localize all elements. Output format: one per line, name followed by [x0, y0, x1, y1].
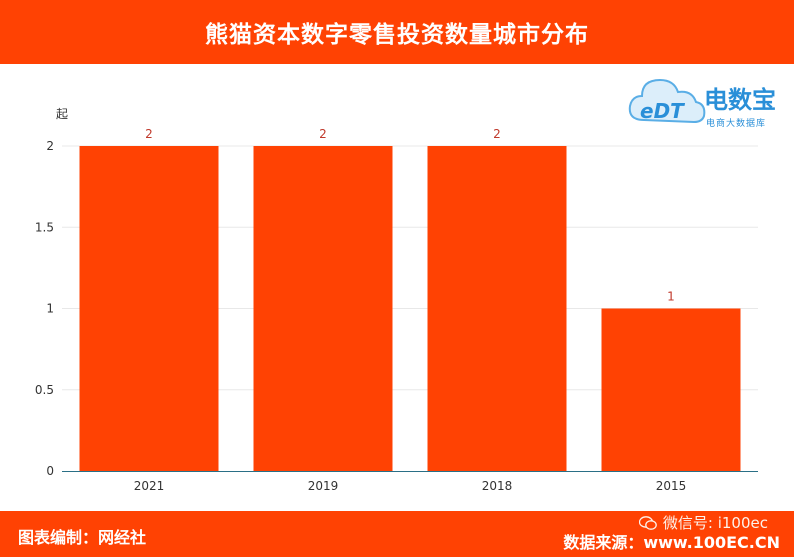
- data-label: 2: [319, 127, 327, 141]
- title-banner: 熊猫资本数字零售投资数量城市分布: [0, 0, 794, 64]
- y-tick-label: 0.5: [35, 383, 54, 397]
- data-label: 2: [145, 127, 153, 141]
- bar: [427, 146, 567, 471]
- x-tick-label: 2019: [308, 479, 339, 493]
- y-axis-label: 起: [56, 107, 68, 121]
- x-tick-label: 2015: [656, 479, 687, 493]
- footer-source: 数据来源：www.100EC.CN: [563, 533, 780, 552]
- bar: [79, 146, 219, 471]
- logo-name: 电数宝: [704, 86, 776, 114]
- y-tick-label: 0: [46, 464, 54, 478]
- logo-subtitle: 电商大数据库: [706, 119, 767, 129]
- bar: [253, 146, 393, 471]
- chart-title: 熊猫资本数字零售投资数量城市分布: [205, 22, 589, 48]
- footer-banner: 图表编制：网经社 微信号: i100ec 数据来源：www.100EC.CN: [0, 511, 794, 557]
- y-tick-label: 2: [46, 139, 54, 153]
- footer-credit: 图表编制：网经社: [18, 528, 147, 547]
- cloud-logo-icon: eDT: [628, 78, 706, 124]
- x-tick-label: 2018: [482, 479, 513, 493]
- bar: [601, 308, 741, 471]
- logo-mark: eDT: [640, 99, 685, 123]
- y-tick-label: 1: [46, 302, 54, 316]
- x-tick-label: 2021: [134, 479, 165, 493]
- wechat-icon: [638, 515, 657, 530]
- y-tick-label: 1.5: [35, 220, 54, 234]
- data-label: 1: [667, 290, 675, 304]
- data-label: 2: [493, 127, 501, 141]
- wechat-account: 微信号: i100ec: [638, 512, 768, 533]
- wechat-id: 微信号: i100ec: [662, 514, 768, 532]
